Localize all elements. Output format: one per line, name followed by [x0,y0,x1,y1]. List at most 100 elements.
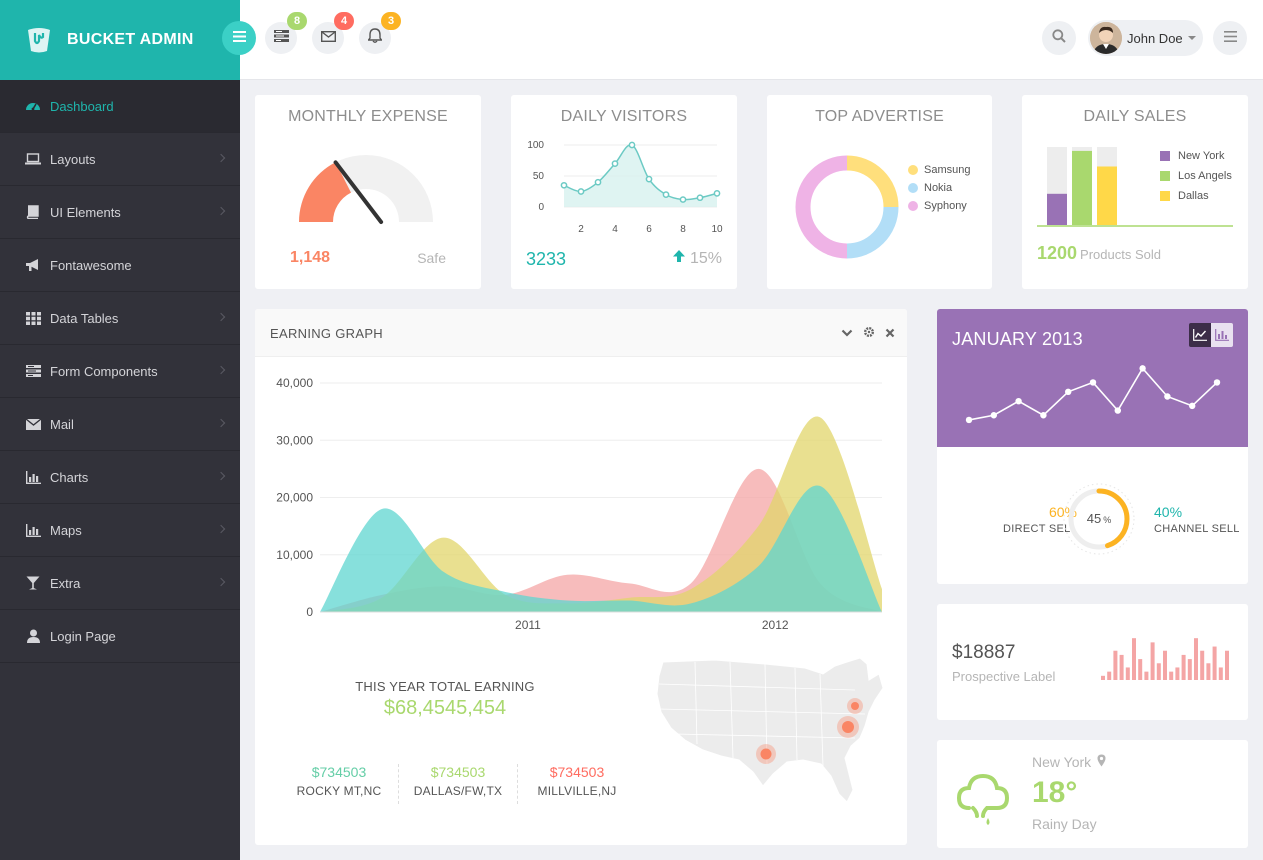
sidebar-item-fontawesome[interactable]: Fontawesome [0,239,240,292]
bell-badge: 3 [381,12,401,30]
tasks-notification-button[interactable]: 8 [265,12,307,54]
tasks-badge: 8 [287,12,307,30]
card-title: JANUARY 2013 [952,329,1083,349]
cog-icon[interactable] [863,325,875,343]
sales-value: 1200 [1037,243,1078,263]
legend-item: Los Angels [1160,166,1232,186]
prospective-bar [1187,659,1192,680]
y-tick-label: 40,000 [276,376,313,390]
right-panel-toggle-button[interactable] [1213,21,1247,55]
sidebar-item-form-components[interactable]: Form Components [0,345,240,398]
sidebar-item-dashboard[interactable]: Dashboard [0,80,240,133]
glass-icon [25,575,41,591]
prospective-bar [1113,650,1118,680]
january-point [1040,412,1047,419]
cloud-rain-icon [955,766,1011,831]
total-earning-value: $68,4545,454 [383,697,507,719]
prospective-bar [1225,650,1229,680]
earning-graph-card: EARNING GRAPH 40,000 30,000 20,000 10,000 0 2… [255,309,907,845]
chevron-right-icon [216,206,226,216]
sidebar-item-maps[interactable]: Maps [0,504,240,557]
chevron-right-icon [216,365,226,375]
legend-item: Syphony [908,197,970,215]
monthly-expense-card: MONTHLY EXPENSE 1,148 Safe [255,95,481,289]
sidebar-item-login-page[interactable]: Login Page [0,610,240,663]
map-marker-core [851,702,859,710]
bars-icon [232,29,246,47]
tasks-icon [25,363,41,379]
sell-progress-ring [1063,483,1135,555]
tasks-icon [273,29,289,47]
sales-bar [1097,166,1117,225]
brand: BUCKET ADMIN [0,0,240,80]
bell-notification-button[interactable]: 3 [359,12,401,54]
mail-notification-button[interactable]: 4 [312,12,354,54]
x-tick-label: 8 [680,224,686,235]
book-icon [25,204,41,220]
bucket-logo-icon [26,27,52,53]
location-stat: $734503 ROCKY MT,NC [296,764,382,798]
prospective-bar [1125,667,1130,680]
search-button[interactable] [1042,21,1076,55]
january-card: JANUARY 2013 60% DIRECT SELL 45% 40% CHA… [937,309,1248,584]
legend-swatch-2 [1160,191,1170,201]
usa-map [656,657,884,803]
prospective-label: Prospective Label [952,669,1056,684]
sidebar-item-ui-elements[interactable]: UI Elements [0,186,240,239]
usa-map-shape [656,657,884,803]
january-point [1189,402,1196,410]
legend-item: Dallas [1160,186,1232,206]
dashboard-icon [25,98,41,114]
x-tick-label: 2 [578,224,584,235]
sidebar-item-layouts[interactable]: Layouts [0,133,240,186]
january-point [1164,393,1171,400]
sales-legend: New York Los Angels Dallas [1160,146,1232,206]
th-icon [25,310,41,326]
chevron-down-icon[interactable] [841,325,853,343]
sidebar-toggle-button[interactable] [222,21,256,55]
location-stat: $734503 MILLVILLE,NJ [537,764,617,798]
visitors-point [577,188,585,195]
chevron-right-icon [216,418,226,428]
prospective-bar [1107,671,1112,680]
legend-item: Samsung [908,161,970,179]
january-point [1139,365,1146,372]
prospective-bar [1169,671,1174,680]
chevron-right-icon [216,577,226,587]
top-advertise-donut [795,155,899,259]
donut-slice [795,155,848,259]
january-header: JANUARY 2013 [937,309,1248,447]
divider [517,764,518,804]
visitors-line [563,144,718,201]
prospective-bar [1194,638,1198,680]
caret-down-icon [1187,36,1196,40]
weather-temp: 18° [1032,776,1078,809]
close-icon[interactable] [885,325,895,343]
earning-area-series [320,416,882,612]
sidebar-item-extra[interactable]: Extra [0,557,240,610]
visitors-point [679,196,687,203]
divider [398,764,399,804]
sidebar-item-mail[interactable]: Mail [0,398,240,451]
january-point [1089,379,1097,386]
visitors-point [662,191,670,198]
bell-icon [367,28,383,48]
prospective-bar [1175,667,1180,680]
legend-item: New York [1160,146,1232,166]
chevron-right-icon [216,524,226,534]
arrow-up-icon [672,249,686,268]
january-point [965,416,973,424]
top-header: 8 4 3 John Doe [240,0,1263,80]
line-chart-icon[interactable] [1189,323,1211,347]
prospective-bar [1119,654,1124,680]
sidebar-item-charts[interactable]: Charts [0,451,240,504]
prospective-bar [1218,667,1223,680]
bar-chart-icon[interactable] [1211,323,1233,347]
prospective-bar [1156,663,1161,680]
total-earning: THIS YEAR TOTAL EARNING $68,4545,454 [355,679,535,720]
mail-badge: 4 [334,12,354,30]
user-menu[interactable]: John Doe [1088,20,1203,56]
sidebar-item-data-tables[interactable]: Data Tables [0,292,240,345]
ring-center-label: 45% [1086,511,1112,526]
january-point [990,412,997,419]
